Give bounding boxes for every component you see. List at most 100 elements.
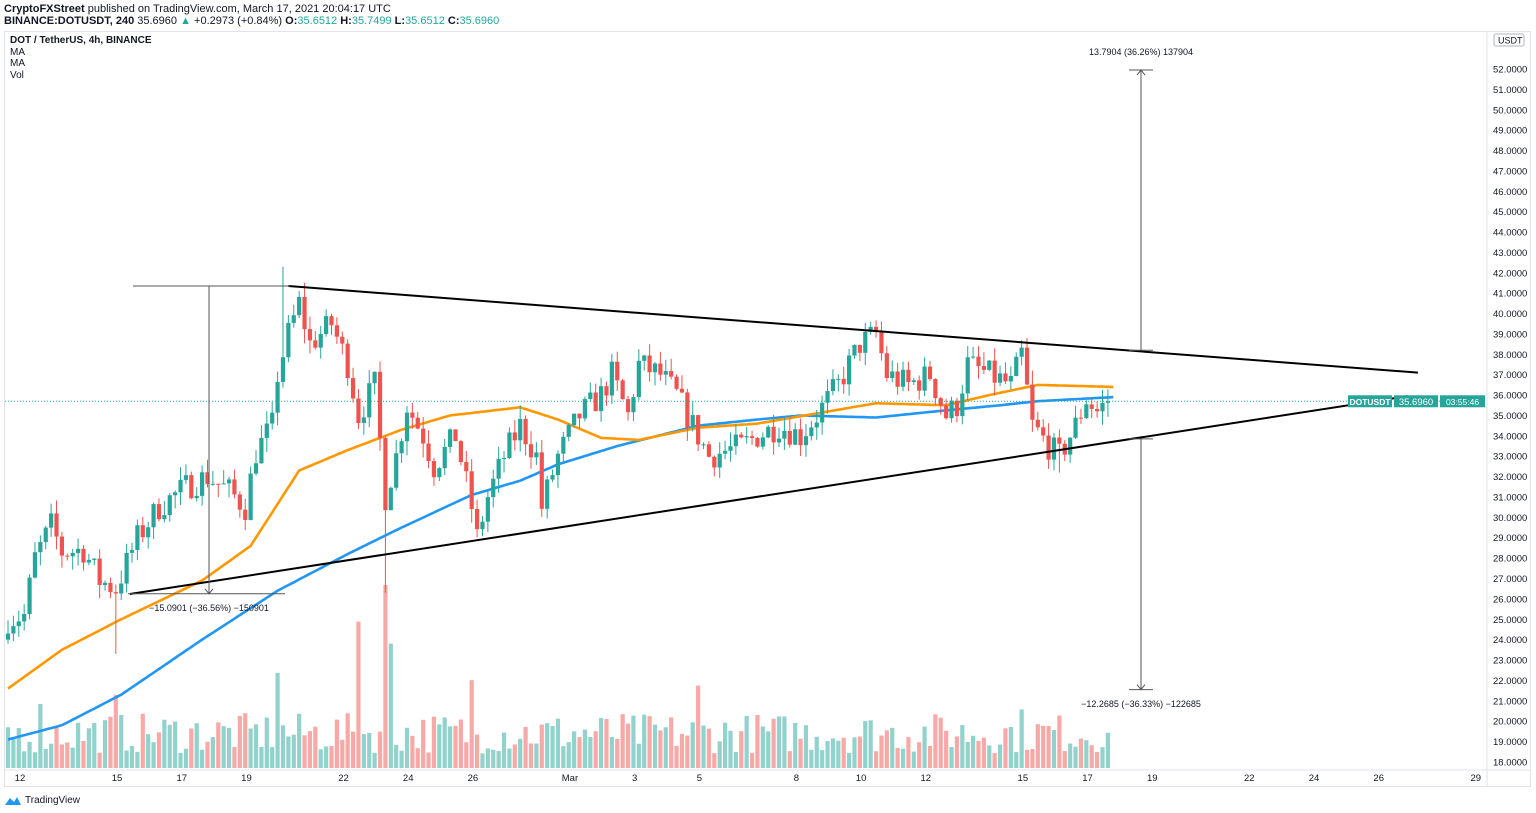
legend-ma-fast[interactable]: MA bbox=[10, 46, 25, 58]
volume-bar bbox=[744, 716, 749, 768]
candle-body bbox=[162, 515, 167, 520]
candle-body bbox=[259, 437, 264, 464]
volume-bar bbox=[383, 585, 388, 768]
candle-body bbox=[588, 392, 593, 400]
candle-body bbox=[981, 366, 986, 370]
candle-body bbox=[1014, 356, 1019, 376]
candle-body bbox=[264, 423, 269, 438]
volume-bar bbox=[324, 746, 329, 768]
candle-body bbox=[776, 438, 782, 443]
legend-ma-slow[interactable]: MA bbox=[10, 58, 25, 69]
time-tick-label: 12 bbox=[15, 773, 26, 784]
volume-bar bbox=[884, 730, 889, 768]
price-tick-label: 42.0000 bbox=[1493, 268, 1527, 279]
triangle-upper-trendline bbox=[288, 285, 1418, 374]
volume-bar bbox=[642, 714, 647, 768]
candle-body bbox=[825, 391, 830, 403]
volume-bar bbox=[75, 722, 81, 768]
volume-bar bbox=[917, 742, 922, 768]
candle-body bbox=[771, 426, 776, 443]
time-tick-label: 10 bbox=[856, 773, 867, 784]
candle-body bbox=[911, 380, 916, 383]
plot-area: −15.0901 (−36.56%) −150901 13.7904 (36.26… bbox=[5, 47, 1487, 768]
candle-body bbox=[836, 378, 841, 380]
candle-body bbox=[820, 402, 825, 423]
candle-body bbox=[297, 296, 302, 316]
open-label: O: bbox=[285, 15, 298, 27]
volume-bar bbox=[226, 727, 232, 768]
candle-body bbox=[361, 417, 366, 424]
candle-body bbox=[248, 473, 253, 520]
currency-label: USDT bbox=[1498, 36, 1523, 46]
price-tick-label: 26.0000 bbox=[1493, 594, 1527, 605]
publisher-name[interactable]: CryptoFXStreet bbox=[4, 3, 85, 15]
last-price-label: 35.6960 bbox=[1399, 397, 1433, 408]
price-tick-label: 19.0000 bbox=[1493, 737, 1527, 748]
volume-bar bbox=[949, 746, 954, 768]
volume-bar bbox=[345, 713, 350, 768]
candle-body bbox=[1057, 437, 1062, 444]
volume-bar bbox=[16, 728, 21, 768]
volume-bar bbox=[814, 736, 819, 768]
time-tick-label: 8 bbox=[794, 773, 799, 784]
candle-body bbox=[1019, 347, 1024, 357]
volume-bar bbox=[248, 728, 253, 768]
volume-bar bbox=[496, 751, 501, 768]
candle-body bbox=[302, 296, 307, 330]
candle-body bbox=[550, 475, 555, 480]
candle-body bbox=[841, 378, 846, 385]
price-tick-label: 43.0000 bbox=[1493, 248, 1527, 259]
candle-body bbox=[593, 392, 598, 412]
volume-bar bbox=[512, 744, 517, 768]
volume-bar bbox=[798, 738, 803, 768]
candle-body bbox=[108, 582, 113, 593]
volume-bar bbox=[11, 737, 16, 768]
price-tick-label: 49.0000 bbox=[1493, 126, 1527, 137]
volume-bar bbox=[394, 744, 399, 768]
volume-bar bbox=[81, 740, 86, 768]
volume-bar bbox=[189, 728, 194, 768]
volume-bar bbox=[895, 747, 900, 768]
candle-body bbox=[507, 432, 512, 458]
candle-body bbox=[884, 353, 889, 379]
time-tick-label: 19 bbox=[241, 773, 252, 784]
price-tick-label: 39.0000 bbox=[1493, 329, 1527, 340]
volume-bar bbox=[146, 734, 151, 768]
candle-body bbox=[221, 483, 226, 485]
candle-body bbox=[49, 513, 54, 528]
candle-body bbox=[944, 405, 949, 419]
volume-bar bbox=[857, 736, 862, 768]
volume-bar bbox=[307, 731, 313, 768]
volume-bar bbox=[793, 722, 798, 768]
time-tick-label: 17 bbox=[176, 773, 187, 784]
candle-body bbox=[960, 393, 965, 417]
volume-bar bbox=[803, 725, 809, 768]
candle-body bbox=[372, 371, 377, 384]
candle-body bbox=[313, 340, 318, 348]
volume-bar bbox=[577, 737, 582, 768]
price-tick-label: 45.0000 bbox=[1493, 207, 1527, 218]
triangle-lower-trendline bbox=[129, 395, 1408, 595]
volume-bar bbox=[264, 717, 269, 768]
volume-bar bbox=[820, 750, 825, 768]
legend-volume[interactable]: Vol bbox=[10, 69, 24, 81]
tradingview-logo[interactable]: TradingView bbox=[4, 794, 80, 806]
candle-body bbox=[809, 427, 814, 437]
candle-body bbox=[286, 322, 291, 358]
volume-bar bbox=[696, 685, 701, 768]
candle-body bbox=[474, 508, 480, 530]
volume-bar bbox=[755, 715, 760, 768]
candle-body bbox=[253, 463, 259, 474]
volume-bar bbox=[102, 720, 108, 768]
time-tick-label: 24 bbox=[1309, 773, 1320, 784]
volume-bar bbox=[437, 724, 442, 768]
candle-body bbox=[857, 344, 862, 353]
volume-bar bbox=[113, 694, 118, 768]
ma-fast-line bbox=[7, 383, 1114, 690]
volume-bar bbox=[480, 753, 485, 768]
volume-bar bbox=[663, 727, 668, 768]
volume-bar bbox=[1084, 740, 1089, 768]
volume-bar bbox=[620, 714, 625, 768]
chart-frame[interactable] bbox=[4, 31, 1531, 787]
